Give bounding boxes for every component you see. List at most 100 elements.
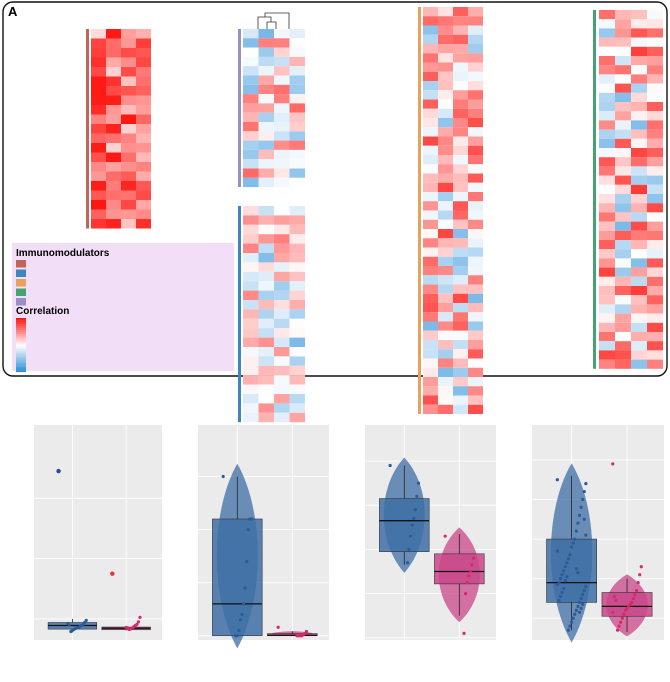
heatmap-cell bbox=[468, 155, 483, 165]
heatmap-cell bbox=[631, 111, 647, 121]
data-point bbox=[582, 588, 586, 593]
heatmap-cell bbox=[468, 16, 483, 26]
colorbar-step bbox=[16, 343, 26, 346]
heatmap-cell bbox=[468, 238, 483, 248]
heatmap-cell bbox=[647, 148, 663, 158]
colorbar-step bbox=[16, 332, 26, 335]
heatmap-cell bbox=[453, 293, 468, 303]
heatmap-cell bbox=[423, 127, 438, 137]
legend-title: Immunomodulators bbox=[16, 248, 110, 259]
heatmap-cell bbox=[91, 209, 106, 219]
heatmap-cell bbox=[647, 157, 663, 167]
heatmap-cell bbox=[647, 194, 663, 204]
heatmap-cell bbox=[438, 99, 453, 109]
heatmap-cell bbox=[243, 131, 259, 141]
heatmap-cell bbox=[631, 276, 647, 286]
heatmap-cell bbox=[136, 48, 151, 58]
heatmap-cell bbox=[289, 375, 305, 385]
heatmap-cell bbox=[121, 152, 136, 162]
legend-swatch bbox=[16, 298, 26, 306]
heatmap-cell bbox=[289, 234, 305, 244]
heatmap-cell bbox=[438, 136, 453, 146]
heatmap-cell bbox=[647, 249, 663, 259]
heatmap-cell bbox=[121, 29, 136, 39]
heatmap-cell bbox=[631, 157, 647, 167]
heatmap-cell bbox=[647, 332, 663, 342]
heatmap-cell bbox=[136, 29, 151, 39]
heatmap-cell bbox=[647, 286, 663, 296]
heatmap-cell bbox=[289, 47, 305, 57]
data-point bbox=[415, 494, 419, 498]
heatmap-cell bbox=[631, 267, 647, 277]
heatmap-cell bbox=[647, 28, 663, 38]
heatmap-cell bbox=[289, 328, 305, 338]
heatmap-cell bbox=[468, 201, 483, 211]
heatmap-cell bbox=[631, 194, 647, 204]
heatmap-cell bbox=[615, 175, 631, 185]
heatmap-cell bbox=[258, 103, 274, 113]
heatmap-cell bbox=[121, 162, 136, 172]
heatmap-cell bbox=[468, 118, 483, 128]
heatmap-cell bbox=[453, 229, 468, 239]
heatmap-cell bbox=[631, 138, 647, 148]
heatmap-cell bbox=[615, 304, 631, 314]
heatmap-cell bbox=[599, 212, 615, 222]
colorbar-step bbox=[16, 335, 26, 337]
data-point bbox=[579, 596, 583, 601]
data-point bbox=[412, 516, 416, 521]
heatmap-cell bbox=[453, 340, 468, 350]
heatmap-cell bbox=[453, 247, 468, 257]
category-bar bbox=[238, 206, 241, 423]
heatmap-cell bbox=[453, 312, 468, 322]
heatmap-cell bbox=[615, 359, 631, 369]
heatmap-cell bbox=[599, 83, 615, 93]
heatmap-cell bbox=[258, 403, 274, 413]
heatmap-cell bbox=[631, 322, 647, 332]
panel-e-boxplot bbox=[532, 425, 664, 643]
heatmap-cell bbox=[631, 28, 647, 38]
heatmap-cell bbox=[438, 81, 453, 91]
heatmap-cell bbox=[599, 46, 615, 56]
colorbar-step bbox=[16, 327, 26, 329]
heatmap-cell bbox=[274, 253, 290, 263]
heatmap-cell bbox=[599, 56, 615, 66]
heatmap-cell bbox=[121, 200, 136, 210]
column-dendrogram bbox=[257, 12, 290, 30]
heatmap-cell bbox=[289, 122, 305, 132]
heatmap-cell bbox=[243, 29, 259, 39]
heatmap-cell bbox=[274, 149, 290, 160]
colorbar-step bbox=[16, 322, 26, 324]
heatmap-cell bbox=[274, 84, 290, 95]
heatmap-cell bbox=[121, 181, 136, 191]
heatmap-cell bbox=[438, 108, 453, 118]
heatmap-cell bbox=[289, 412, 305, 423]
heatmap-cell bbox=[91, 86, 106, 96]
heatmap-cell bbox=[423, 145, 438, 155]
colorbar-step bbox=[16, 369, 26, 371]
heatmap-cell bbox=[121, 95, 136, 105]
heatmap-cell bbox=[258, 253, 274, 263]
heatmap-cell bbox=[453, 25, 468, 35]
heatmap-cell bbox=[599, 258, 615, 268]
data-point bbox=[69, 629, 73, 634]
heatmap-cell bbox=[289, 103, 305, 113]
data-point bbox=[408, 534, 413, 538]
heatmap-cell bbox=[243, 122, 259, 132]
heatmap-cell bbox=[647, 276, 663, 286]
heatmap-cell bbox=[289, 29, 305, 39]
heatmap-cell bbox=[106, 219, 121, 229]
heatmap-cell bbox=[258, 140, 274, 150]
heatmap-cell bbox=[599, 166, 615, 176]
heatmap-cell bbox=[647, 83, 663, 93]
heatmap-cell bbox=[243, 168, 259, 178]
heatmap-cell bbox=[615, 240, 631, 250]
data-point bbox=[234, 634, 238, 638]
heatmap-cell bbox=[631, 56, 647, 66]
data-point bbox=[620, 616, 624, 620]
heatmap-cell bbox=[243, 149, 259, 160]
legend-background bbox=[12, 243, 234, 371]
heatmap-cell bbox=[274, 234, 290, 244]
heatmap-cell bbox=[136, 57, 151, 67]
heatmap-cell bbox=[136, 86, 151, 96]
